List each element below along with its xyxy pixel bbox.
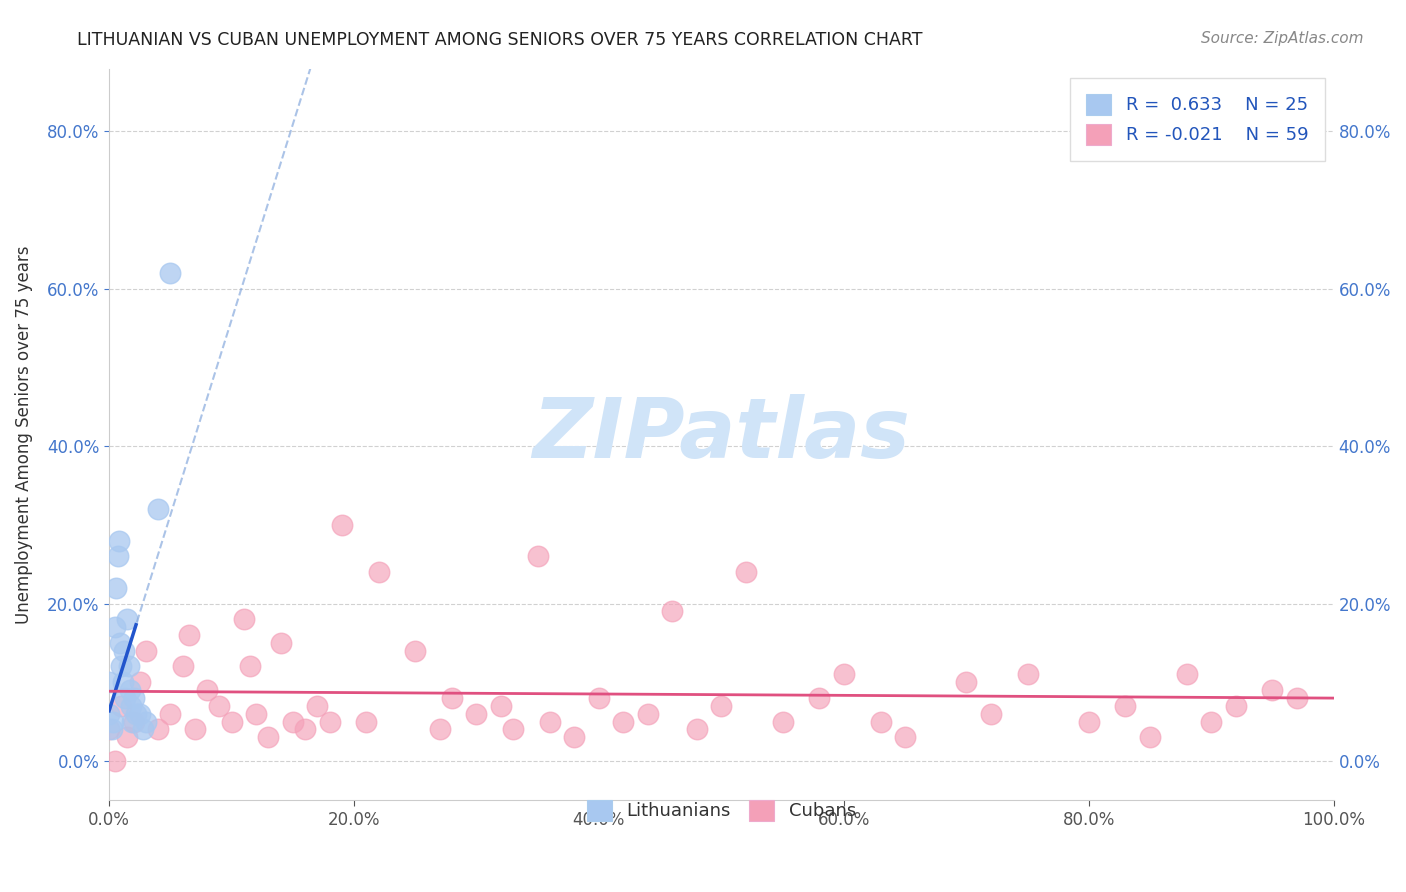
Y-axis label: Unemployment Among Seniors over 75 years: Unemployment Among Seniors over 75 years [15,245,32,624]
Point [107,549,129,564]
Point [869,714,891,729]
Point [257,731,280,745]
Point [465,706,488,721]
Point [686,723,709,737]
Point [135,644,157,658]
Text: LITHUANIAN VS CUBAN UNEMPLOYMENT AMONG SENIORS OVER 75 YEARS CORRELATION CHART: LITHUANIAN VS CUBAN UNEMPLOYMENT AMONG S… [77,31,922,49]
Point [270,636,292,650]
Point [177,628,200,642]
Point [128,706,150,721]
Point [772,714,794,729]
Point [118,659,141,673]
Point [832,667,855,681]
Point [195,683,218,698]
Point [101,714,124,729]
Point [108,636,131,650]
Legend: Lithuanians, Cubans: Lithuanians, Cubans [572,785,870,835]
Point [281,714,304,729]
Point [159,266,181,280]
Point [307,698,329,713]
Point [354,714,377,729]
Point [184,723,207,737]
Point [111,675,134,690]
Point [980,706,1002,721]
Point [172,659,194,673]
Point [588,690,610,705]
Point [132,723,155,737]
Point [661,604,683,618]
Point [105,581,128,595]
Point [526,549,548,564]
Point [502,723,524,737]
Point [429,723,451,737]
Point [100,723,122,737]
Point [128,675,150,690]
Point [125,706,148,721]
Point [108,533,131,548]
Point [117,612,139,626]
Point [208,698,231,713]
Point [114,690,136,705]
Point [734,565,756,579]
Point [146,723,169,737]
Point [404,644,426,658]
Point [1114,698,1136,713]
Point [318,714,340,729]
Point [110,698,132,713]
Point [121,714,143,729]
Point [98,706,121,721]
Point [955,675,977,690]
Point [1175,667,1198,681]
Point [159,706,181,721]
Point [146,502,169,516]
Point [1285,690,1308,705]
Point [564,731,586,745]
Point [122,714,145,729]
Point [98,675,121,690]
Point [104,620,127,634]
Point [104,754,127,768]
Point [612,714,634,729]
Point [117,731,139,745]
Point [367,565,389,579]
Point [1017,667,1039,681]
Point [118,683,141,698]
Point [894,731,917,745]
Point [1225,698,1247,713]
Point [440,690,463,705]
Point [294,723,316,737]
Point [538,714,561,729]
Point [808,690,831,705]
Point [112,644,135,658]
Point [710,698,733,713]
Point [98,723,121,737]
Point [110,659,132,673]
Point [489,698,512,713]
Point [221,714,243,729]
Point [135,714,157,729]
Point [1199,714,1222,729]
Point [239,659,262,673]
Point [122,690,145,705]
Point [232,612,254,626]
Point [1261,683,1284,698]
Point [1077,714,1099,729]
Point [245,706,267,721]
Text: Source: ZipAtlas.com: Source: ZipAtlas.com [1201,31,1364,46]
Point [330,517,353,532]
Text: ZIPatlas: ZIPatlas [533,394,910,475]
Point [637,706,659,721]
Point [1139,731,1161,745]
Point [120,698,142,713]
